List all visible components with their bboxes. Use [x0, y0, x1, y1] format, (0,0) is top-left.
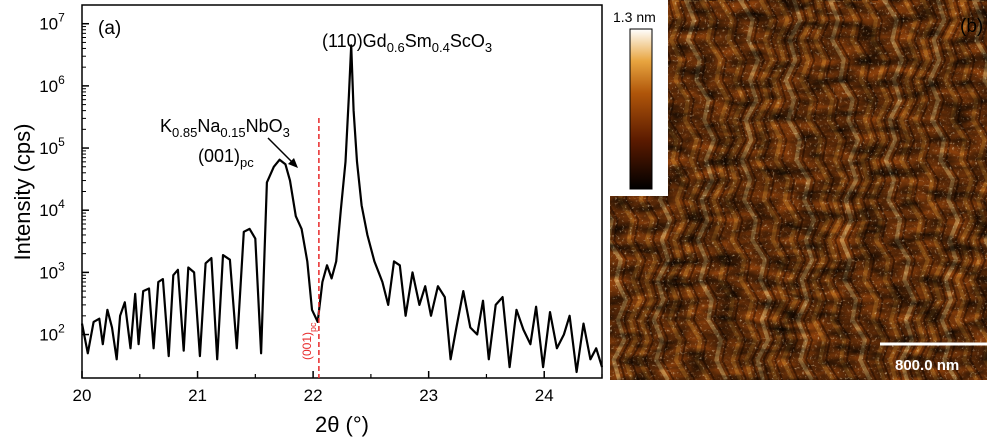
xrd-panel: 102 103 104 105 106 107 20 21 22 23 24 (001)pc (a… [10, 4, 604, 437]
panel-label-b: (b) [960, 16, 983, 37]
y-tick-label: 102 [39, 322, 65, 345]
afm-image-highlights [610, 0, 987, 380]
x-tick-label: 21 [188, 386, 207, 405]
panel-label-a: (a) [98, 18, 121, 39]
x-tick-label: 20 [73, 386, 92, 405]
y-axis-ticks: 102 103 104 105 106 107 [39, 4, 89, 345]
annotation-arrow [267, 137, 295, 165]
annotation-arrowhead [288, 158, 298, 168]
colorbar-max-label: 1.3 nm [613, 9, 656, 25]
x-tick-label: 23 [419, 386, 438, 405]
y-tick-label: 105 [39, 135, 65, 158]
x-axis-label: 2θ (°) [315, 412, 369, 437]
annotation-film-formula: K0.85Na0.15NbO3 [160, 116, 290, 140]
scale-bar-label: 800.0 nm [895, 357, 959, 374]
y-axis-label: Intensity (cps) [10, 124, 35, 261]
y-tick-label: 107 [39, 11, 65, 34]
y-tick-label: 106 [39, 73, 65, 96]
annotation-film-peak: (001)pc [198, 146, 254, 170]
reference-line-label: (001)pc [300, 322, 318, 360]
x-axis-ticks: 20 21 22 23 24 [73, 371, 603, 405]
colorbar [629, 28, 653, 190]
x-tick-label: 24 [535, 386, 554, 405]
y-tick-label: 103 [39, 259, 65, 282]
y-tick-label: 104 [39, 197, 65, 220]
annotation-substrate-peak: (110)Gd0.6Sm0.4ScO3 [322, 31, 492, 55]
xrd-series [80, 44, 604, 374]
afm-panel: 1.3 nm (b) 800.0 nm [610, 0, 987, 380]
x-tick-label: 22 [304, 386, 323, 405]
xrd-curve [80, 44, 604, 374]
